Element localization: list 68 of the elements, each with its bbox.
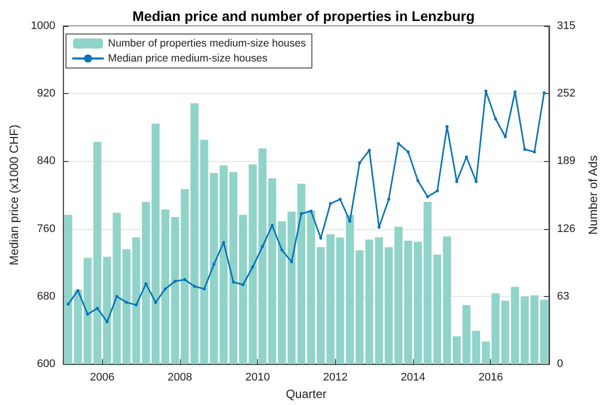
x-axis-title: Quarter — [286, 387, 327, 401]
point — [212, 262, 216, 266]
point — [436, 189, 439, 192]
x-tick-label: 2010 — [245, 372, 270, 384]
point — [280, 248, 284, 252]
point — [387, 198, 390, 201]
point — [504, 135, 507, 138]
point — [319, 236, 322, 240]
point — [416, 179, 420, 182]
x-tick-label: 2014 — [400, 372, 426, 384]
point — [134, 303, 138, 306]
point — [290, 260, 294, 264]
point — [222, 240, 226, 244]
x-tick-label: 2016 — [478, 372, 503, 384]
x-tick-label: 2006 — [90, 372, 114, 384]
y2-tick-label: 63 — [557, 290, 570, 302]
y-axis-title: Median price (x1000 CHF) — [7, 124, 21, 266]
y2-tick-label: 315 — [557, 20, 576, 32]
point — [202, 287, 206, 290]
point — [523, 148, 526, 151]
point — [174, 280, 177, 283]
point — [164, 287, 167, 290]
point — [192, 284, 196, 288]
y2-tick-label: 252 — [557, 88, 576, 100]
y-tick-label: 840 — [37, 155, 56, 168]
y2-tick-label: 126 — [557, 222, 576, 235]
point — [338, 198, 342, 201]
point — [474, 180, 478, 184]
point — [348, 220, 352, 223]
point — [484, 90, 488, 93]
point — [125, 300, 128, 304]
point — [66, 302, 70, 306]
point — [106, 320, 109, 324]
point — [251, 265, 254, 268]
point — [310, 210, 313, 213]
point — [446, 125, 449, 128]
point — [154, 300, 158, 304]
y2-tick-label: 189 — [557, 155, 576, 168]
bar — [64, 214, 72, 364]
line-series — [66, 90, 546, 324]
point — [368, 148, 371, 152]
chart-title: Median price and number of properties in Lenzburg — [132, 8, 475, 24]
y-tick-label: 1000 — [30, 20, 56, 32]
point — [144, 282, 148, 286]
y2-tick-label: 0 — [557, 358, 564, 370]
point — [494, 117, 498, 120]
point — [300, 212, 303, 216]
point — [378, 226, 381, 229]
point — [260, 245, 264, 248]
point — [242, 283, 245, 286]
point — [406, 150, 410, 154]
y-tick-label: 920 — [37, 88, 56, 100]
point — [96, 306, 99, 310]
x-tick-label: 2008 — [168, 372, 192, 384]
x-tick-label: 2012 — [323, 372, 348, 384]
legend-label: Number of properties medium-size houses — [108, 38, 306, 50]
point — [232, 280, 235, 284]
y2-axis-title: Number of Ads — [586, 155, 600, 235]
point — [426, 195, 430, 198]
y-tick-label: 760 — [37, 222, 56, 235]
point — [270, 224, 274, 227]
point — [358, 161, 362, 164]
point — [183, 278, 186, 282]
legend-label: Median price medium-size houses — [108, 52, 268, 64]
y-tick-label: 600 — [37, 358, 56, 370]
y-tick-label: 680 — [37, 290, 56, 302]
point — [455, 180, 458, 184]
point — [115, 294, 118, 298]
